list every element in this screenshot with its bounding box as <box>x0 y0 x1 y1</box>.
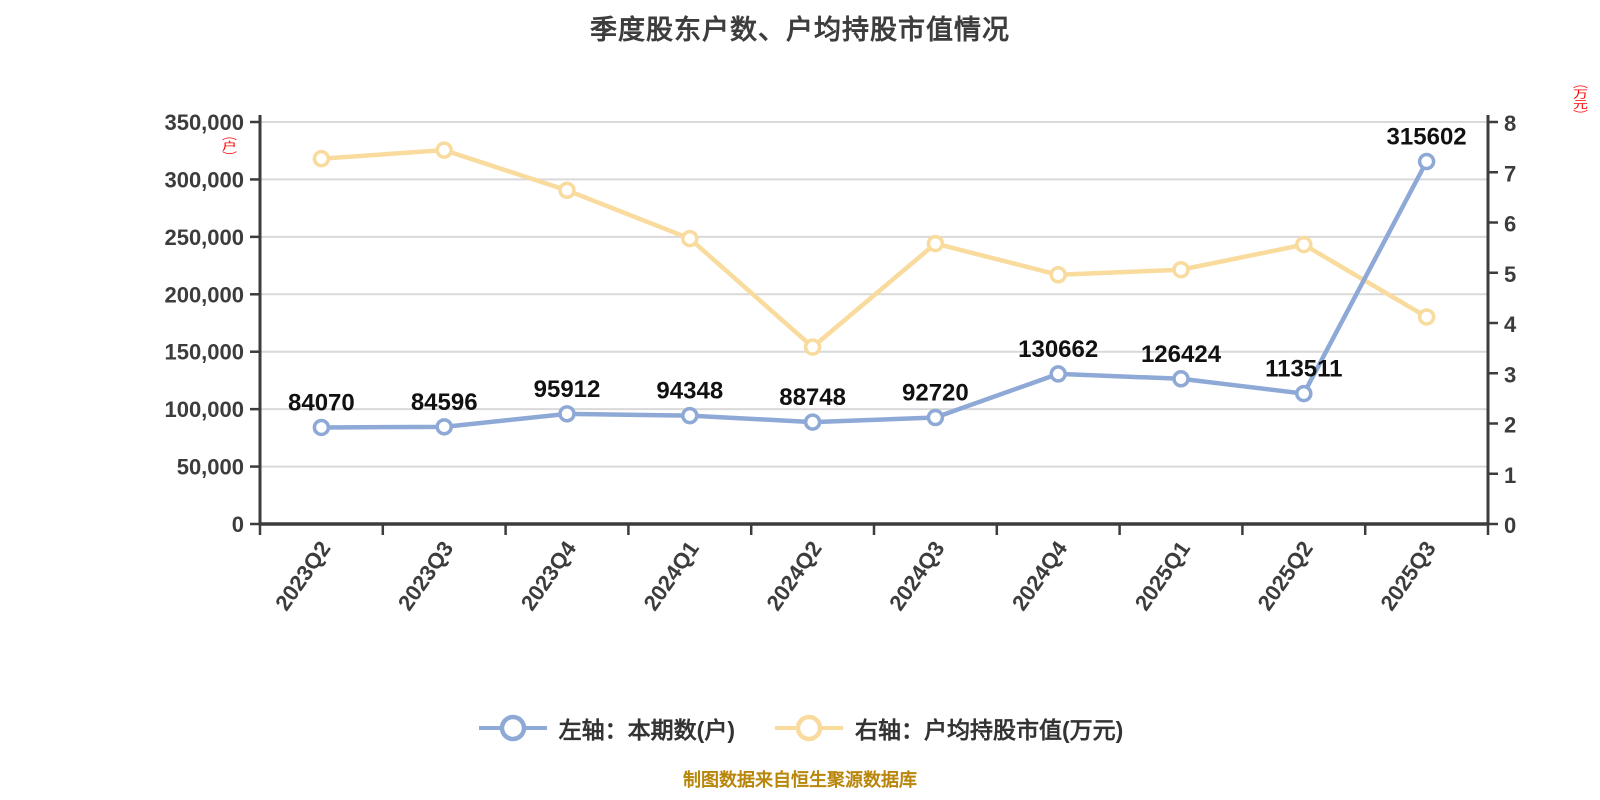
data-point-marker <box>803 413 822 431</box>
left-axis-tick-label: 350,000 <box>164 110 244 135</box>
data-point-marker <box>681 229 699 248</box>
x-axis-category-label: 2023Q4 <box>516 536 582 615</box>
data-point-marker <box>1295 235 1313 254</box>
data-point-label: 95912 <box>534 376 601 403</box>
line-circle-marker-icon <box>775 714 843 742</box>
data-point-marker <box>681 406 699 425</box>
data-point-marker <box>1295 384 1313 403</box>
left-axis-tick-label: 300,000 <box>164 167 244 192</box>
right-axis-tick-label: 1 <box>1504 463 1516 488</box>
x-axis-category-label: 2024Q3 <box>884 537 949 615</box>
right-axis-tick-label: 0 <box>1504 513 1516 538</box>
data-point-marker <box>926 408 945 427</box>
right-axis-tick-label: 8 <box>1504 111 1516 136</box>
x-axis-category-label: 2025Q2 <box>1253 537 1318 615</box>
data-point-label: 126424 <box>1141 341 1222 368</box>
data-point-label: 88748 <box>779 384 846 411</box>
left-axis-tick-label: 100,000 <box>164 397 244 422</box>
legend-item-shareholders: 左轴：本期数(户) <box>477 710 735 746</box>
data-point-marker <box>1049 266 1067 284</box>
data-point-marker <box>312 149 331 168</box>
data-point-marker <box>1417 308 1436 326</box>
data-point-marker <box>1049 365 1067 383</box>
x-axis-category-label: 2025Q1 <box>1130 537 1195 615</box>
left-axis-unit-label: （户） <box>220 130 237 162</box>
x-axis-category-label: 2024Q2 <box>761 537 826 615</box>
data-point-marker <box>1172 260 1190 279</box>
data-point-label: 84596 <box>411 389 478 416</box>
data-point-label: 315602 <box>1387 124 1467 151</box>
data-point-marker <box>803 338 822 356</box>
x-axis-category-label: 2023Q2 <box>270 537 335 615</box>
left-axis-tick-label: 0 <box>232 512 244 537</box>
legend-label-shareholders: 左轴：本期数(户) <box>558 717 735 743</box>
x-axis-category-label: 2025Q3 <box>1375 537 1440 615</box>
data-point-label: 92720 <box>902 380 969 407</box>
data-point-label: 130662 <box>1018 336 1098 363</box>
data-source-watermark: 制图数据来自恒生聚源数据库 <box>683 770 917 790</box>
x-axis-category-label: 2024Q4 <box>1007 536 1073 615</box>
chart-title: 季度股东户数、户均持股市值情况 <box>590 15 1010 45</box>
data-point-marker <box>435 418 453 436</box>
legend-item-market-value: 右轴：户均持股市值(万元) <box>773 710 1123 746</box>
data-point-marker <box>926 234 945 253</box>
left-axis-tick-label: 200,000 <box>164 282 244 307</box>
data-point-marker <box>312 418 331 437</box>
right-axis-tick-label: 7 <box>1504 161 1516 186</box>
data-point-marker <box>1417 152 1436 171</box>
right-axis-tick-label: 5 <box>1504 262 1516 287</box>
x-axis-category-label: 2024Q1 <box>639 537 704 615</box>
data-point-marker <box>558 405 576 423</box>
right-axis-tick-label: 2 <box>1504 413 1516 438</box>
data-point-label: 84070 <box>288 389 355 416</box>
right-axis-tick-label: 4 <box>1504 312 1517 337</box>
left-axis-tick-label: 50,000 <box>177 455 244 480</box>
data-point-marker <box>435 141 453 159</box>
left-axis-tick-label: 150,000 <box>164 340 244 365</box>
shareholders-series-line <box>319 159 1429 430</box>
data-point-marker <box>558 181 576 200</box>
right-axis-unit-label: （万元） <box>1571 78 1588 120</box>
x-axis-category-label: 2023Q3 <box>393 537 458 615</box>
market-value-series-line <box>319 147 1429 350</box>
chart-legend: 左轴：本期数(户) 右轴：户均持股市值(万元) <box>0 710 1600 746</box>
data-point-marker <box>1172 370 1190 388</box>
data-point-label: 113511 <box>1265 356 1342 383</box>
right-axis-tick-label: 3 <box>1504 362 1516 387</box>
data-point-label: 94348 <box>656 378 723 405</box>
legend-label-market-value: 右轴：户均持股市值(万元) <box>855 717 1124 743</box>
line-circle-marker-icon <box>478 714 547 742</box>
right-axis-tick-label: 6 <box>1504 212 1516 237</box>
left-axis-tick-label: 250,000 <box>164 225 244 250</box>
